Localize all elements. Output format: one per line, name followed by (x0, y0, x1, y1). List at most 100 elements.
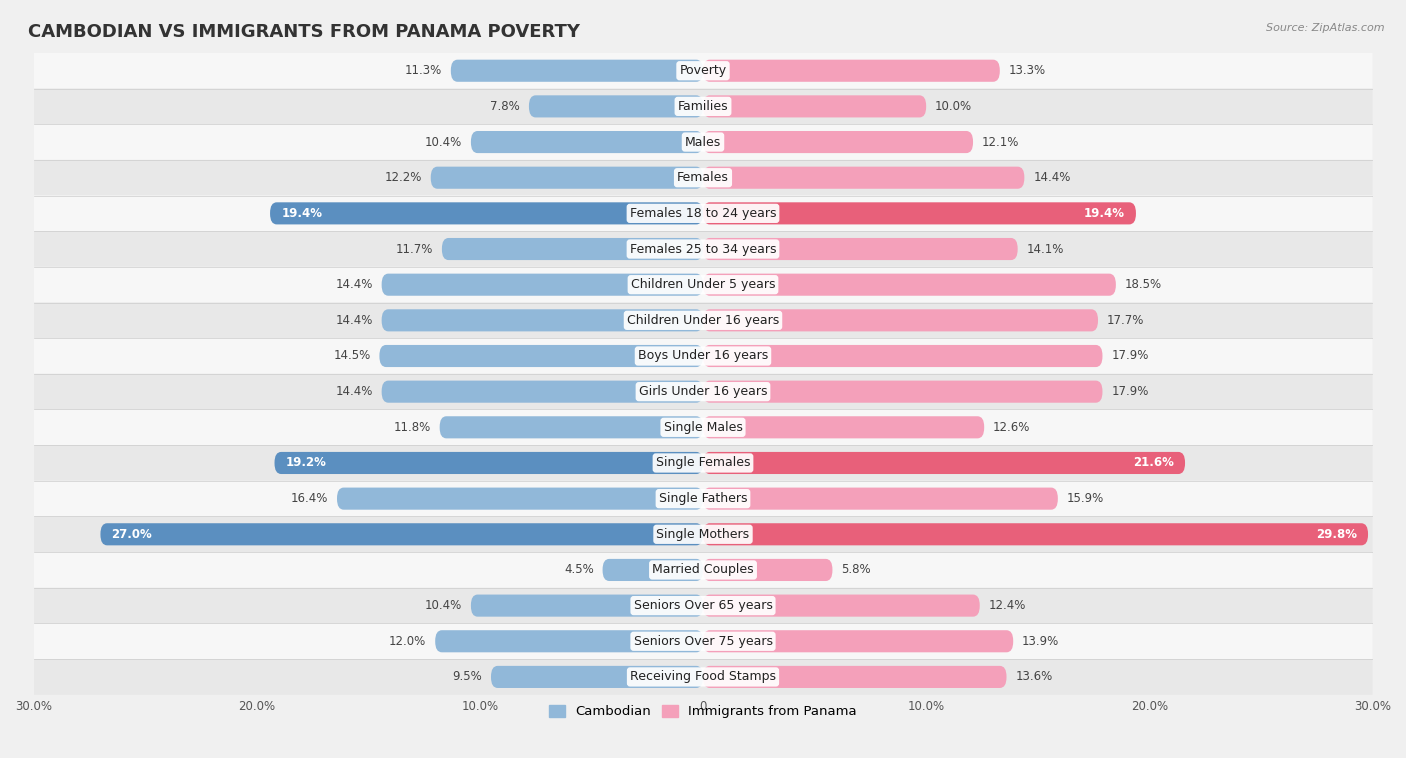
FancyBboxPatch shape (703, 487, 1057, 509)
FancyBboxPatch shape (34, 659, 1372, 695)
FancyBboxPatch shape (703, 238, 1018, 260)
Text: 12.0%: 12.0% (389, 634, 426, 648)
FancyBboxPatch shape (703, 167, 1025, 189)
FancyBboxPatch shape (451, 60, 703, 82)
FancyBboxPatch shape (703, 594, 980, 617)
FancyBboxPatch shape (603, 559, 703, 581)
FancyBboxPatch shape (100, 523, 703, 545)
Text: Females: Females (678, 171, 728, 184)
FancyBboxPatch shape (34, 409, 1372, 445)
Text: Single Males: Single Males (664, 421, 742, 434)
Text: Children Under 16 years: Children Under 16 years (627, 314, 779, 327)
FancyBboxPatch shape (703, 452, 1185, 474)
Text: Single Mothers: Single Mothers (657, 528, 749, 540)
Text: 12.2%: 12.2% (384, 171, 422, 184)
Text: Poverty: Poverty (679, 64, 727, 77)
Text: 14.1%: 14.1% (1026, 243, 1064, 255)
FancyBboxPatch shape (34, 587, 1372, 623)
FancyBboxPatch shape (274, 452, 703, 474)
FancyBboxPatch shape (441, 238, 703, 260)
Text: 14.5%: 14.5% (333, 349, 371, 362)
FancyBboxPatch shape (34, 89, 1372, 124)
Text: 19.2%: 19.2% (285, 456, 326, 469)
FancyBboxPatch shape (703, 523, 1368, 545)
Text: 16.4%: 16.4% (291, 492, 328, 505)
FancyBboxPatch shape (34, 623, 1372, 659)
FancyBboxPatch shape (381, 274, 703, 296)
FancyBboxPatch shape (270, 202, 703, 224)
Text: 10.4%: 10.4% (425, 599, 463, 612)
FancyBboxPatch shape (337, 487, 703, 509)
FancyBboxPatch shape (471, 131, 703, 153)
Text: 13.3%: 13.3% (1008, 64, 1046, 77)
Text: Males: Males (685, 136, 721, 149)
Text: CAMBODIAN VS IMMIGRANTS FROM PANAMA POVERTY: CAMBODIAN VS IMMIGRANTS FROM PANAMA POVE… (28, 23, 581, 41)
FancyBboxPatch shape (703, 309, 1098, 331)
FancyBboxPatch shape (703, 345, 1102, 367)
Text: Families: Families (678, 100, 728, 113)
Text: Source: ZipAtlas.com: Source: ZipAtlas.com (1267, 23, 1385, 33)
Text: Seniors Over 75 years: Seniors Over 75 years (634, 634, 772, 648)
Text: 14.4%: 14.4% (336, 278, 373, 291)
FancyBboxPatch shape (703, 202, 1136, 224)
Text: 19.4%: 19.4% (281, 207, 322, 220)
Text: Single Fathers: Single Fathers (659, 492, 747, 505)
Text: Females 25 to 34 years: Females 25 to 34 years (630, 243, 776, 255)
Text: Girls Under 16 years: Girls Under 16 years (638, 385, 768, 398)
Text: 14.4%: 14.4% (1033, 171, 1070, 184)
Text: 11.3%: 11.3% (405, 64, 441, 77)
FancyBboxPatch shape (440, 416, 703, 438)
Text: Married Couples: Married Couples (652, 563, 754, 576)
FancyBboxPatch shape (703, 381, 1102, 402)
Text: Females 18 to 24 years: Females 18 to 24 years (630, 207, 776, 220)
FancyBboxPatch shape (436, 630, 703, 653)
FancyBboxPatch shape (381, 381, 703, 402)
Text: 11.8%: 11.8% (394, 421, 430, 434)
Text: 12.4%: 12.4% (988, 599, 1026, 612)
FancyBboxPatch shape (381, 309, 703, 331)
Text: 17.9%: 17.9% (1111, 385, 1149, 398)
Text: 29.8%: 29.8% (1316, 528, 1357, 540)
FancyBboxPatch shape (34, 196, 1372, 231)
Text: 11.7%: 11.7% (395, 243, 433, 255)
FancyBboxPatch shape (34, 231, 1372, 267)
FancyBboxPatch shape (34, 302, 1372, 338)
Text: 12.6%: 12.6% (993, 421, 1031, 434)
FancyBboxPatch shape (703, 630, 1014, 653)
FancyBboxPatch shape (430, 167, 703, 189)
Text: 9.5%: 9.5% (453, 670, 482, 684)
Text: Boys Under 16 years: Boys Under 16 years (638, 349, 768, 362)
FancyBboxPatch shape (471, 594, 703, 617)
FancyBboxPatch shape (703, 559, 832, 581)
Text: 19.4%: 19.4% (1084, 207, 1125, 220)
Text: 15.9%: 15.9% (1067, 492, 1104, 505)
FancyBboxPatch shape (34, 124, 1372, 160)
FancyBboxPatch shape (34, 53, 1372, 89)
FancyBboxPatch shape (703, 416, 984, 438)
Text: 14.4%: 14.4% (336, 314, 373, 327)
FancyBboxPatch shape (703, 60, 1000, 82)
FancyBboxPatch shape (491, 666, 703, 688)
Text: 7.8%: 7.8% (491, 100, 520, 113)
Text: Receiving Food Stamps: Receiving Food Stamps (630, 670, 776, 684)
FancyBboxPatch shape (34, 338, 1372, 374)
FancyBboxPatch shape (703, 131, 973, 153)
Text: 21.6%: 21.6% (1133, 456, 1174, 469)
FancyBboxPatch shape (34, 552, 1372, 587)
Text: Children Under 5 years: Children Under 5 years (631, 278, 775, 291)
FancyBboxPatch shape (34, 160, 1372, 196)
FancyBboxPatch shape (34, 481, 1372, 516)
Text: 17.9%: 17.9% (1111, 349, 1149, 362)
Text: 4.5%: 4.5% (564, 563, 593, 576)
Text: 10.4%: 10.4% (425, 136, 463, 149)
FancyBboxPatch shape (380, 345, 703, 367)
Text: 27.0%: 27.0% (111, 528, 152, 540)
FancyBboxPatch shape (703, 96, 927, 117)
Text: 14.4%: 14.4% (336, 385, 373, 398)
Text: 10.0%: 10.0% (935, 100, 972, 113)
FancyBboxPatch shape (703, 666, 1007, 688)
FancyBboxPatch shape (703, 274, 1116, 296)
Text: Single Females: Single Females (655, 456, 751, 469)
Text: 5.8%: 5.8% (841, 563, 870, 576)
Text: 13.6%: 13.6% (1015, 670, 1053, 684)
